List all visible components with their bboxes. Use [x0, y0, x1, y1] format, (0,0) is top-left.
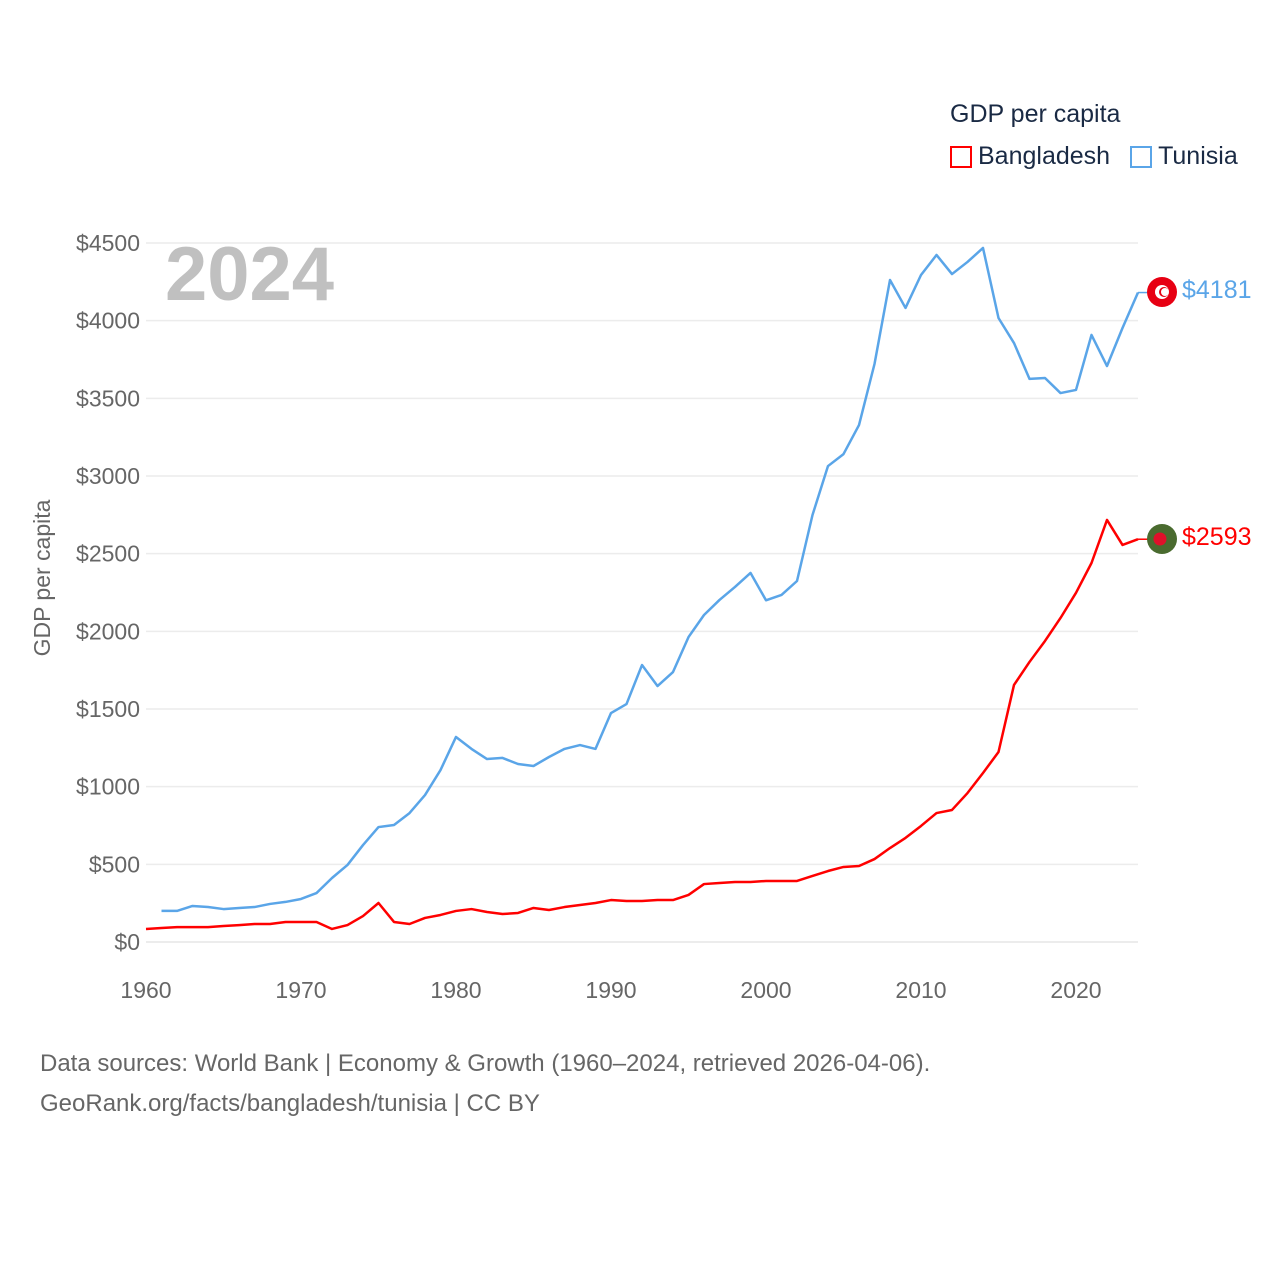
x-tick-label: 1980 [430, 977, 481, 1003]
legend: Bangladesh Tunisia [950, 142, 1238, 171]
x-tick-label: 2020 [1050, 977, 1101, 1003]
legend-title: GDP per capita [950, 100, 1121, 128]
legend-item-tunisia[interactable]: Tunisia [1130, 142, 1238, 171]
y-tick-label: $2000 [76, 618, 140, 644]
legend-swatch-tunisia [1130, 145, 1153, 168]
y-tick-label: $1000 [76, 774, 140, 800]
tunisia-flag-icon [1147, 277, 1177, 307]
x-tick-label: 1960 [120, 977, 171, 1003]
legend-item-bangladesh[interactable]: Bangladesh [950, 142, 1110, 171]
y-tick-label: $4500 [76, 230, 140, 256]
y-tick-label: $500 [89, 851, 140, 877]
gridlines [146, 242, 1138, 943]
data-source-note: Data sources: World Bank | Economy & Gro… [40, 1044, 930, 1124]
series-line-tunisia [161, 246, 1140, 913]
x-axis-ticks: 1960 1970 1980 1990 2000 2010 2020 [120, 977, 1101, 1003]
y-tick-label: $4000 [76, 308, 140, 334]
legend-swatch-bangladesh [950, 145, 972, 168]
year-watermark: 2024 [165, 232, 334, 317]
x-tick-label: 2000 [740, 977, 791, 1003]
attribution-line: GeoRank.org/facts/bangladesh/tunisia | C… [40, 1090, 540, 1117]
y-tick-label: $3500 [76, 385, 140, 411]
y-axis-label: GDP per capita [29, 499, 55, 656]
bangladesh-end-label: $2593 [1182, 523, 1252, 551]
y-tick-label: $3000 [76, 463, 140, 489]
series-line-bangladesh [145, 518, 1139, 931]
tunisia-end-label: $4181 [1182, 276, 1252, 304]
legend-label: Bangladesh [978, 142, 1111, 170]
y-axis-ticks: $0 $500 $1000 $1500 $2000 $2500 $3000 $3500 $400… [76, 230, 140, 955]
y-tick-label: $2500 [76, 541, 140, 567]
x-tick-label: 1990 [585, 977, 636, 1003]
y-tick-label: $0 [114, 929, 140, 955]
y-tick-label: $1500 [76, 696, 140, 722]
bangladesh-flag-icon [1147, 524, 1177, 554]
series-lines [145, 246, 1148, 931]
legend-label: Tunisia [1158, 142, 1238, 170]
x-tick-label: 1970 [275, 977, 326, 1003]
source-line: Data sources: World Bank | Economy & Gro… [40, 1050, 931, 1077]
x-tick-label: 2010 [895, 977, 946, 1003]
